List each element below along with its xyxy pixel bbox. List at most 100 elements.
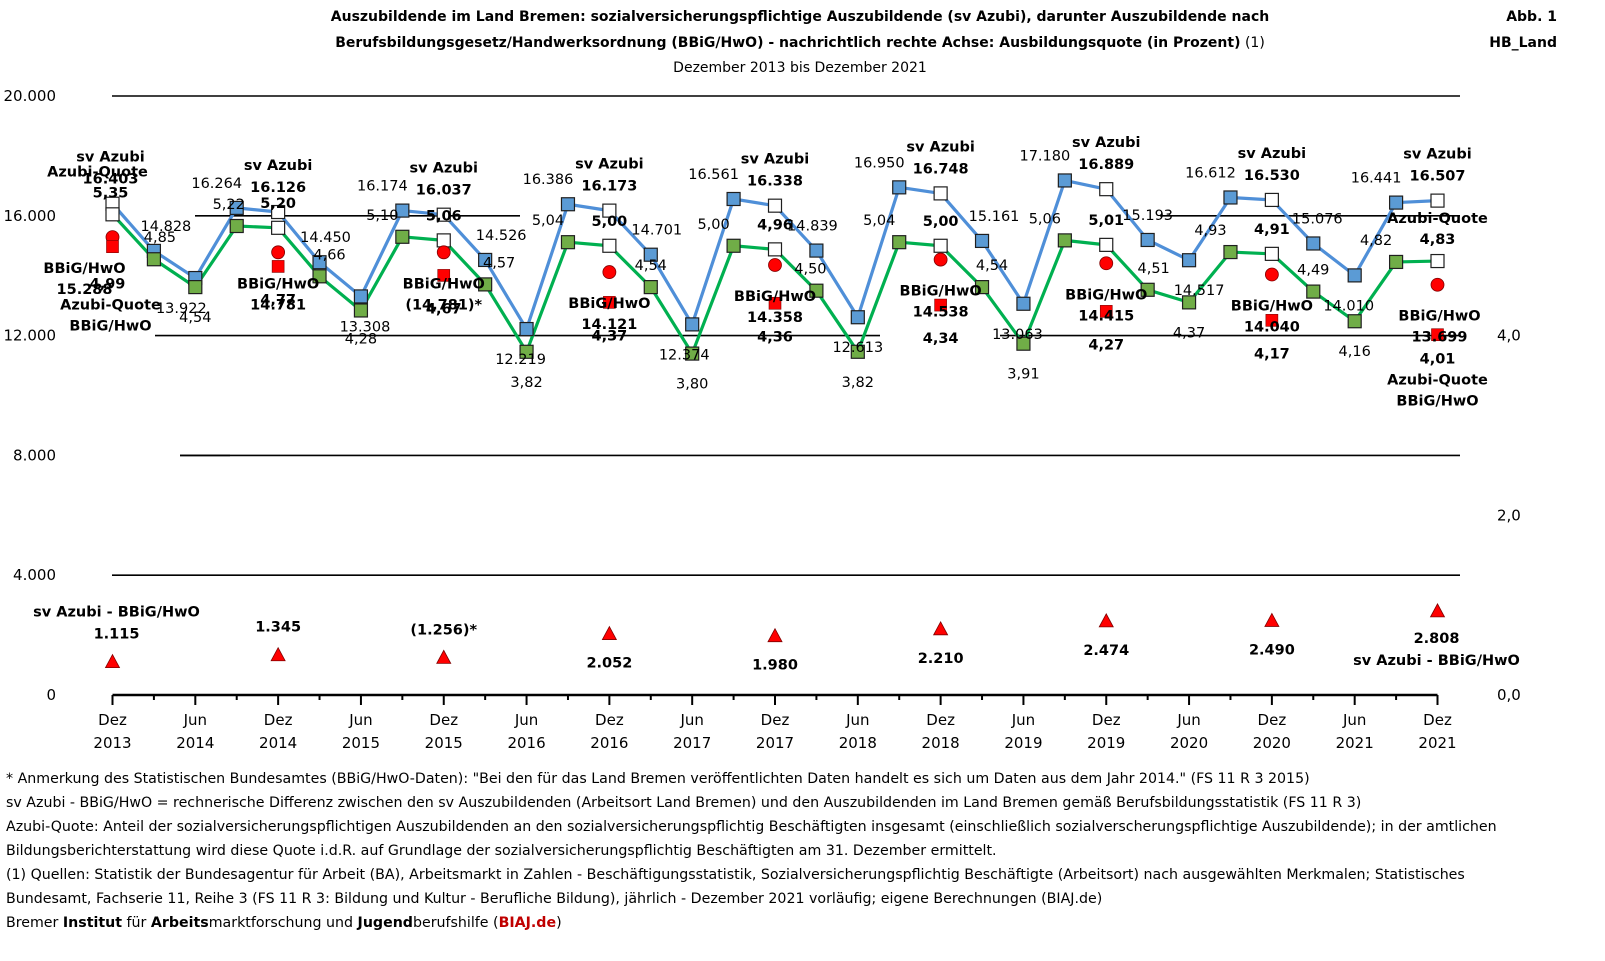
azubi-quote-data-label: 5,01: [1088, 213, 1124, 229]
sv-azubi-data-label: 13.308: [340, 319, 391, 335]
sv-azubi-data-label: 17.180: [1019, 148, 1070, 164]
azubi-quote-point: [1264, 246, 1279, 261]
azubi-quote-point: [478, 277, 493, 292]
bbig-hwo-data-label: 14.358: [747, 310, 803, 326]
x-tick-label-year: 2013: [93, 734, 131, 752]
x-tick-label-month: Jun: [183, 711, 207, 729]
sv-azubi-data-label: 16.530: [1244, 168, 1300, 184]
left-axis-tick-label: 20.000: [4, 87, 57, 105]
bbig-hwo-series-label: BBiG/HwO: [237, 276, 319, 292]
sv-azubi-data-label: 12.613: [832, 340, 883, 356]
azubi-quote-data-label: 4,54: [976, 258, 1008, 274]
azubi-quote-bbig-series-label: BBiG/HwO: [69, 319, 151, 335]
difference-data-label: 2.210: [918, 651, 964, 667]
sv-azubi-data-label: 14.450: [300, 230, 351, 246]
azubi-quote-point: [974, 280, 990, 295]
difference-data-label: 2.474: [1083, 643, 1129, 659]
footnote-quote-1: Azubi-Quote: Anteil der sozialversicheru…: [6, 819, 1497, 835]
azubi-quote-bbig-data-label: 4,17: [1254, 346, 1290, 362]
sv-azubi-data-label: 13.063: [992, 327, 1043, 343]
azubi-quote-bbig-data-label: 4,27: [1088, 337, 1124, 353]
sv-azubi-data-label: 16.403: [83, 172, 139, 188]
azubi-quote-data-label: 4,93: [1194, 223, 1226, 239]
azubi-quote-point: [1306, 284, 1321, 299]
bbig-hwo-data-label: 14.415: [1078, 308, 1134, 324]
sv-azubi-data-label: 16.441: [1351, 171, 1402, 187]
azubi-quote-point: [105, 207, 120, 222]
azubi-quote-point: [271, 220, 286, 235]
difference-point: [1429, 603, 1446, 618]
azubi-quote-point: [726, 238, 741, 253]
x-tick-label-year: 2019: [1004, 734, 1042, 752]
azubi-quote-point: [188, 280, 203, 295]
x-tick-label-month: Dez: [1258, 711, 1287, 729]
azubi-quote-point: [312, 269, 327, 284]
difference-data-label: 2.490: [1249, 642, 1295, 658]
azubi-quote-series-label: Azubi-Quote: [47, 164, 148, 180]
x-tick-label-year: 2017: [756, 734, 794, 752]
difference-point: [601, 625, 618, 640]
difference-point: [270, 646, 286, 662]
azubi-quote-bbig-point: [106, 240, 119, 253]
footnote-star: * Anmerkung des Statistischen Bundesamte…: [6, 771, 1310, 787]
azubi-quote-bbig-point: [603, 296, 616, 309]
bbig-hwo-series-label: BBiG/HwO: [403, 276, 485, 292]
x-tick-label-year: 2018: [922, 734, 960, 752]
azubi-quote-bbig-point: [768, 296, 782, 310]
x-tick-label-month: Dez: [1092, 711, 1121, 729]
sv-azubi-point: [1181, 253, 1197, 268]
azubi-quote-bbig-point: [437, 269, 451, 282]
bbig-hwo-series-label: BBiG/HwO: [1065, 287, 1147, 303]
difference-data-label: (1.256)*: [410, 622, 477, 638]
sv-azubi-data-label: 16.386: [523, 172, 574, 188]
sv-azubi-data-label: 14.010: [1323, 298, 1374, 314]
azubi-quote-point: [850, 344, 865, 359]
azubi-quote-data-label: 4,28: [345, 331, 377, 347]
azubi-quote-data-label: 5,00: [591, 214, 627, 230]
x-tick-label-year: 2020: [1170, 734, 1208, 752]
sv-azubi-point: [560, 197, 576, 212]
azubi-quote-data-label: 4,49: [1297, 263, 1329, 279]
sv-azubi-point: [229, 200, 244, 215]
sv-azubi-data-label: 15.193: [1122, 208, 1173, 224]
azubi-quote-data-label: 3,80: [676, 377, 708, 393]
difference-point: [932, 620, 949, 636]
sv-azubi-point: [1388, 195, 1404, 210]
sv-azubi-point: [809, 243, 824, 258]
x-tick-label-month: Dez: [761, 711, 790, 729]
x-tick-label-year: 2019: [1087, 734, 1125, 752]
sv-azubi-point: [478, 252, 493, 268]
chart-title-line2: Berufsbildungsgesetz/Handwerksordnung (B…: [335, 35, 1265, 51]
azubi-quote-point: [146, 252, 162, 267]
azubi-quote-point: [1016, 336, 1031, 351]
sv-azubi-point: [353, 289, 369, 304]
difference-series-label: sv Azubi - BBiG/HwO: [1353, 653, 1520, 669]
azubi-quote-point: [1140, 282, 1155, 297]
bbig-hwo-series-label: BBiG/HwO: [1398, 309, 1480, 325]
sv-azubi-point: [1264, 192, 1279, 208]
azubi-quote-data-label: 4,54: [635, 258, 667, 274]
azubi-quote-bbig-point: [934, 298, 947, 312]
sv-azubi-series-label: sv Azubi: [1238, 146, 1306, 162]
bbig-hwo-series-label: BBiG/HwO: [43, 261, 125, 277]
azubi-quote-point: [519, 344, 534, 359]
azubi-quote-point: [1223, 244, 1238, 260]
sv-azubi-point: [395, 203, 410, 218]
footnote-difference: sv Azubi - BBiG/HwO = rechnerische Diffe…: [6, 795, 1362, 811]
azubi-quote-bbig-data-label: 4,77: [260, 292, 296, 308]
azubi-quote-data-label: 4,82: [1360, 233, 1392, 249]
azubi-quote-data-label: 4,96: [757, 217, 793, 233]
sv-azubi-series-label: sv Azubi: [1403, 147, 1471, 163]
azubi-quote-data-label: 3,82: [842, 375, 874, 391]
azubi-quote-data-label: 4,83: [1420, 232, 1456, 248]
azubi-quote-data-label: 5,04: [532, 213, 564, 229]
bbig-hwo-point: [271, 245, 286, 260]
sv-azubi-point: [1347, 268, 1362, 283]
difference-series-label: sv Azubi - BBiG/HwO: [33, 605, 200, 621]
x-tick-label-month: Jun: [845, 711, 869, 729]
azubi-quote-point: [1181, 295, 1197, 310]
x-tick-label-year: 2016: [590, 734, 628, 752]
sv-azubi-point: [643, 247, 658, 262]
biaj-link[interactable]: BIAJ.de: [498, 915, 557, 931]
azubi-quote-data-label: 4,50: [794, 262, 826, 278]
